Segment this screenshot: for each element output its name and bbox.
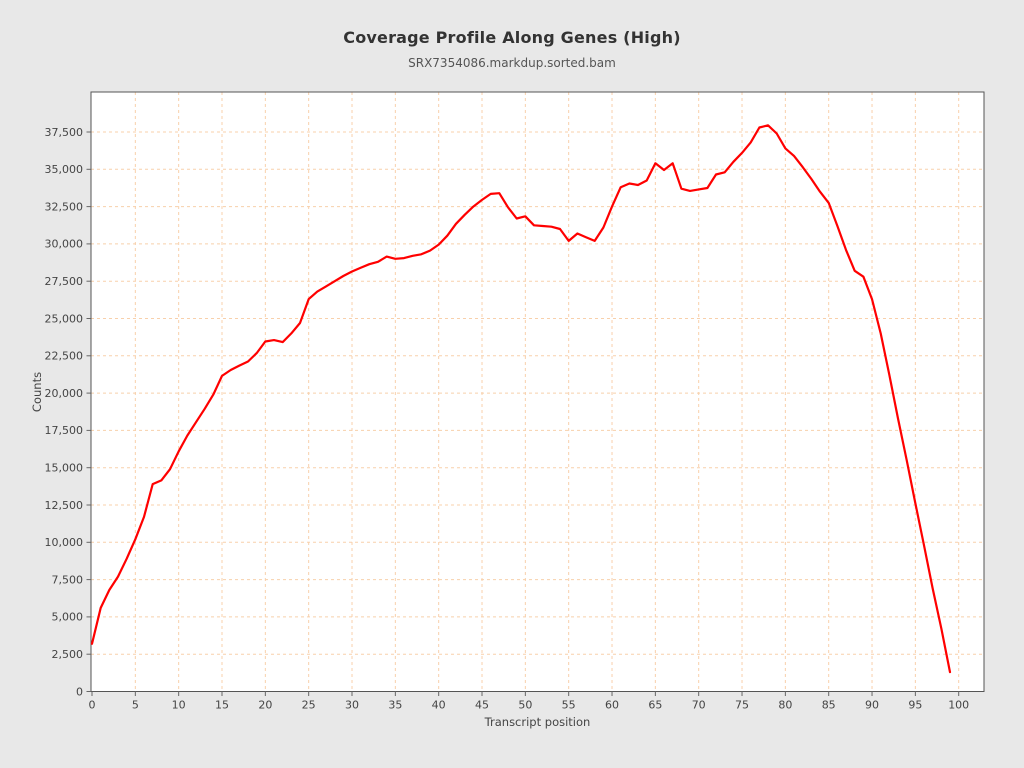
svg-text:0: 0 <box>89 699 96 712</box>
svg-text:90: 90 <box>865 699 879 712</box>
svg-text:25: 25 <box>302 699 316 712</box>
svg-text:95: 95 <box>908 699 922 712</box>
svg-text:30,000: 30,000 <box>45 238 84 251</box>
svg-text:80: 80 <box>778 699 792 712</box>
plot-border <box>90 91 985 692</box>
svg-text:27,500: 27,500 <box>45 275 84 288</box>
svg-text:75: 75 <box>735 699 749 712</box>
y-tick-labels: 0 2,500 5,000 7,500 10,000 12,500 15,000 17,500… <box>45 126 84 698</box>
svg-text:10: 10 <box>172 699 186 712</box>
svg-text:7,500: 7,500 <box>52 573 84 586</box>
svg-text:15,000: 15,000 <box>45 462 84 475</box>
svg-text:45: 45 <box>475 699 489 712</box>
x-tick-labels: 0 5 10 15 20 25 30 35 40 45 50 55 60 65 70 75 80 85 90 95 10… <box>89 699 970 712</box>
svg-text:100: 100 <box>948 699 969 712</box>
chart-subtitle: SRX7354086.markdup.sorted.bam <box>408 56 616 70</box>
svg-text:85: 85 <box>822 699 836 712</box>
x-axis-label: Transcript position <box>484 715 591 729</box>
svg-text:17,500: 17,500 <box>45 424 84 437</box>
svg-text:32,500: 32,500 <box>45 200 84 213</box>
svg-text:50: 50 <box>518 699 532 712</box>
svg-text:60: 60 <box>605 699 619 712</box>
svg-text:5: 5 <box>132 699 139 712</box>
svg-text:15: 15 <box>215 699 229 712</box>
svg-text:10,000: 10,000 <box>45 536 84 549</box>
svg-text:0: 0 <box>76 685 83 698</box>
svg-text:37,500: 37,500 <box>45 126 84 139</box>
svg-text:20: 20 <box>258 699 272 712</box>
svg-text:30: 30 <box>345 699 359 712</box>
svg-text:25,000: 25,000 <box>45 312 84 325</box>
chart-title: Coverage Profile Along Genes (High) <box>343 28 681 47</box>
svg-text:65: 65 <box>648 699 662 712</box>
svg-text:70: 70 <box>692 699 706 712</box>
svg-text:12,500: 12,500 <box>45 499 84 512</box>
svg-text:35,000: 35,000 <box>45 163 84 176</box>
svg-text:22,500: 22,500 <box>45 350 84 363</box>
axis-ticks <box>86 131 960 696</box>
svg-text:5,000: 5,000 <box>52 611 84 624</box>
y-axis-label: Counts <box>30 371 44 413</box>
svg-text:35: 35 <box>388 699 402 712</box>
plot-area <box>91 92 984 692</box>
gridlines <box>91 92 984 692</box>
series-line-coverage <box>90 124 952 674</box>
svg-text:55: 55 <box>562 699 576 712</box>
svg-text:2,500: 2,500 <box>52 648 84 661</box>
svg-text:20,000: 20,000 <box>45 387 84 400</box>
svg-text:40: 40 <box>432 699 446 712</box>
